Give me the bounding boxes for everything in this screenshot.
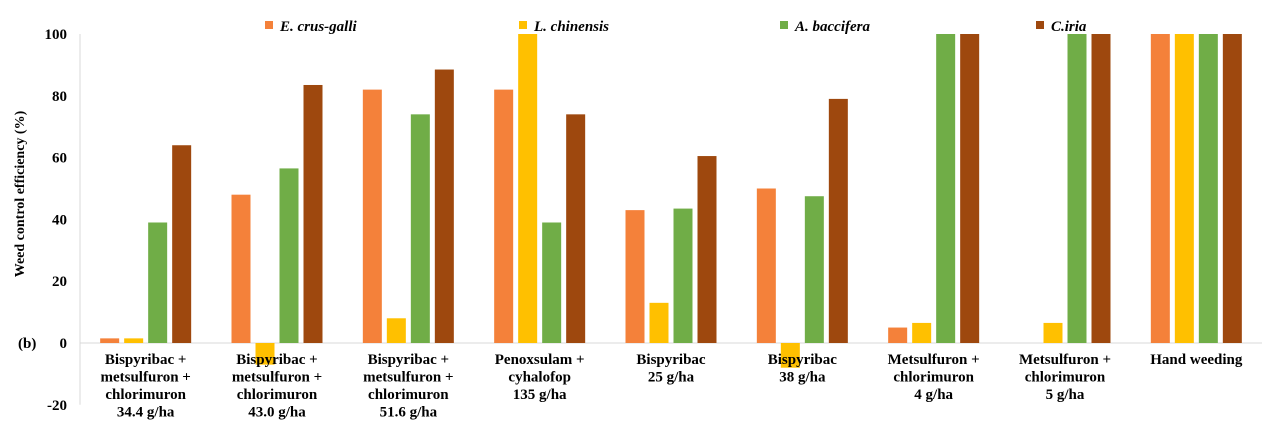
category-label: Bispyribac 38 g/ha bbox=[768, 352, 838, 386]
legend-swatch bbox=[1036, 21, 1044, 29]
bars-group bbox=[100, 34, 1242, 368]
y-tick-label: 100 bbox=[45, 27, 68, 43]
bar bbox=[1222, 34, 1242, 343]
bar bbox=[936, 34, 956, 343]
legend-swatch bbox=[519, 21, 527, 29]
bar bbox=[410, 114, 430, 343]
bar bbox=[1091, 34, 1111, 343]
bar bbox=[124, 338, 144, 343]
category-label: Bispyribac + metsulfuron + chlorimuron 43.0… bbox=[232, 352, 322, 421]
bar bbox=[1198, 34, 1218, 343]
bar bbox=[100, 338, 120, 343]
bar bbox=[434, 69, 454, 343]
y-tick-label: 80 bbox=[52, 89, 67, 105]
legend-label: C.iria bbox=[1051, 19, 1087, 35]
bar bbox=[625, 210, 645, 343]
legend-item: E. crus-galli bbox=[265, 19, 358, 35]
category-label: Hand weeding bbox=[1150, 352, 1243, 368]
bar bbox=[756, 188, 776, 343]
y-tick-label: 20 bbox=[52, 274, 67, 290]
bar bbox=[386, 318, 406, 343]
category-label: Bispyribac + metsulfuron + chlorimuron 51.6… bbox=[363, 352, 453, 421]
bar bbox=[231, 194, 251, 343]
category-label: Bispyribac 25 g/ha bbox=[636, 352, 706, 386]
bar bbox=[912, 322, 932, 343]
legend-label: A. baccifera bbox=[794, 19, 870, 35]
bar bbox=[828, 98, 848, 343]
bar bbox=[673, 208, 693, 343]
bar bbox=[542, 222, 562, 343]
panel-label: (b) bbox=[18, 336, 36, 352]
y-axis-label: Weed control efficiency (%) bbox=[13, 110, 28, 277]
bar bbox=[1150, 34, 1170, 343]
legend-item: A. baccifera bbox=[780, 19, 870, 35]
y-tick-label: -20 bbox=[47, 398, 67, 414]
bar bbox=[566, 114, 586, 343]
bar bbox=[1067, 34, 1087, 343]
bar bbox=[255, 343, 275, 365]
legend-item: L. chinensis bbox=[519, 19, 609, 35]
bar bbox=[649, 302, 669, 343]
category-label: Metsulfuron + chlorimuron 4 g/ha bbox=[888, 352, 980, 403]
bar bbox=[1174, 34, 1194, 343]
bar bbox=[279, 168, 299, 343]
legend-label: L. chinensis bbox=[533, 19, 609, 35]
legend-swatch bbox=[780, 21, 788, 29]
legend-item: C.iria bbox=[1036, 19, 1087, 35]
bar bbox=[362, 89, 382, 344]
category-labels: Bispyribac + metsulfuron + chlorimuron 34.4… bbox=[100, 352, 1242, 421]
bar bbox=[1043, 322, 1063, 343]
bar bbox=[780, 343, 800, 368]
bar bbox=[494, 89, 514, 344]
bar bbox=[804, 196, 824, 343]
y-tick-label: 40 bbox=[52, 212, 67, 228]
bar bbox=[518, 34, 538, 343]
y-tick-label: 0 bbox=[60, 336, 68, 352]
bar bbox=[888, 327, 908, 343]
bar bbox=[960, 34, 980, 343]
y-tick-labels: -20 0 20 40 60 80 100 bbox=[45, 27, 68, 414]
bar bbox=[697, 156, 717, 343]
category-label: Penoxsulam + cyhalofop 135 g/ha bbox=[495, 352, 585, 403]
legend-label: E. crus-galli bbox=[279, 19, 358, 35]
bar bbox=[172, 145, 192, 343]
legend: E. crus-galli L. chinensis A. baccifera C.i… bbox=[265, 19, 1087, 35]
bar bbox=[148, 222, 168, 343]
category-label: Bispyribac + metsulfuron + chlorimuron 34.4… bbox=[100, 352, 190, 421]
bar bbox=[303, 84, 323, 344]
category-label: Metsulfuron + chlorimuron 5 g/ha bbox=[1019, 352, 1111, 403]
legend-swatch bbox=[265, 21, 273, 29]
y-tick-label: 60 bbox=[52, 151, 67, 167]
